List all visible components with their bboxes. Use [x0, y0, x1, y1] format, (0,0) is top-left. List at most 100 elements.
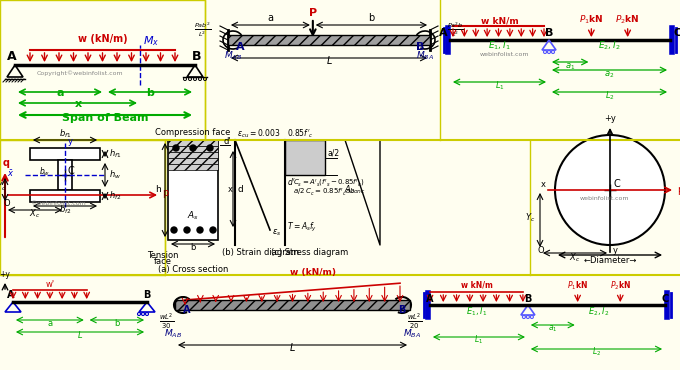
Bar: [285, 140, 325, 175]
Text: $\epsilon_{cu}=0.003$: $\epsilon_{cu}=0.003$: [237, 128, 280, 141]
Text: $\epsilon_s$: $\epsilon_s$: [272, 228, 282, 239]
Text: $\frac{wL^2}{30}$: $\frac{wL^2}{30}$: [159, 311, 175, 331]
Text: face: face: [154, 257, 172, 266]
Circle shape: [210, 227, 216, 233]
Bar: [58, 160, 72, 190]
Bar: [168, 140, 218, 240]
Text: $\frac{Pa^2b}{L^2}$: $\frac{Pa^2b}{L^2}$: [447, 20, 464, 39]
Bar: [175, 300, 410, 310]
Text: A: A: [7, 290, 15, 300]
Text: $P_1$kN: $P_1$kN: [567, 279, 588, 292]
Text: $h_w$: $h_w$: [109, 169, 121, 181]
Text: C: C: [674, 28, 680, 38]
Text: $P_2$kN: $P_2$kN: [615, 14, 640, 27]
Text: a: a: [267, 13, 273, 23]
Bar: [168, 140, 218, 146]
Circle shape: [190, 145, 196, 151]
Text: $a_1$: $a_1$: [565, 61, 575, 71]
Text: $b_w$: $b_w$: [39, 166, 50, 178]
Text: B: B: [545, 28, 554, 38]
Text: $P_2$kN: $P_2$kN: [610, 279, 631, 292]
Text: w kN/m: w kN/m: [481, 16, 518, 25]
Circle shape: [184, 227, 190, 233]
Circle shape: [207, 145, 213, 151]
Text: x: x: [541, 180, 545, 189]
Text: A: A: [7, 50, 17, 63]
Bar: [0, 140, 165, 275]
Text: b: b: [114, 319, 120, 328]
Text: $E_1, I_1$: $E_1, I_1$: [488, 39, 511, 51]
Text: $a_2$: $a_2$: [605, 69, 615, 80]
Text: +y: +y: [604, 114, 616, 123]
Text: $E_2, I_2$: $E_2, I_2$: [588, 305, 609, 317]
Text: $L_1$: $L_1$: [475, 334, 483, 346]
Text: P: P: [309, 8, 317, 18]
Bar: [228, 35, 430, 45]
Text: $E_2, I_2$: $E_2, I_2$: [598, 39, 621, 51]
Text: $L_2$: $L_2$: [605, 89, 615, 101]
Text: d: d: [238, 185, 243, 194]
Text: $Y_c$: $Y_c$: [0, 181, 6, 193]
Text: a/2: a/2: [327, 148, 339, 158]
Text: B: B: [192, 50, 202, 63]
Circle shape: [555, 135, 665, 245]
Text: A: A: [426, 294, 434, 304]
Text: C: C: [662, 294, 668, 304]
Text: A: A: [183, 305, 190, 315]
Text: $0.85f'_c$: $0.85f'_c$: [287, 128, 313, 141]
Text: w (kN/m): w (kN/m): [78, 34, 128, 44]
Text: C: C: [613, 179, 619, 189]
Text: L: L: [326, 56, 332, 66]
Circle shape: [173, 145, 179, 151]
Text: w': w': [46, 280, 54, 289]
Text: x: x: [228, 185, 233, 195]
Text: p: p: [162, 188, 168, 198]
Bar: [168, 146, 218, 152]
Text: ©webinfolist.com: ©webinfolist.com: [30, 201, 86, 206]
Text: $T = A_s f_y$: $T = A_s f_y$: [287, 221, 317, 235]
Text: $d'$: $d'$: [287, 176, 296, 187]
Text: $X_c$: $X_c$: [569, 251, 581, 263]
Text: webinfolist.com: webinfolist.com: [480, 52, 529, 57]
Text: Compression face: Compression face: [155, 128, 231, 137]
Text: $A_s$: $A_s$: [187, 209, 199, 222]
Text: q: q: [3, 158, 10, 168]
Text: b: b: [369, 13, 375, 23]
Text: $\frac{wL^2}{20}$: $\frac{wL^2}{20}$: [407, 311, 422, 331]
Text: $\bar{x}$: $\bar{x}$: [7, 168, 14, 179]
Text: $\frac{Pab^2}{L^2}$: $\frac{Pab^2}{L^2}$: [194, 20, 211, 39]
Text: $M_{BA}$: $M_{BA}$: [403, 328, 421, 340]
Bar: [168, 158, 218, 164]
Text: x: x: [74, 99, 82, 109]
Text: Tension: Tension: [148, 251, 179, 260]
Text: webinfolist.com: webinfolist.com: [580, 196, 630, 201]
Text: A: A: [236, 42, 245, 52]
Text: $X_c$: $X_c$: [29, 207, 41, 219]
Text: b: b: [190, 243, 196, 252]
Text: $C_s = A'_s(f'_s - 0.85f'_c)$: $C_s = A'_s(f'_s - 0.85f'_c)$: [293, 178, 364, 189]
Text: $A_{conc}$: $A_{conc}$: [344, 184, 366, 196]
Text: $P_1$kN: $P_1$kN: [579, 14, 604, 27]
Text: ←Diameter→: ←Diameter→: [583, 256, 636, 265]
Text: $a/2 \; C_c = 0.85f'_c ab$: $a/2 \; C_c = 0.85f'_c ab$: [293, 187, 356, 198]
Text: $b_{f1}$: $b_{f1}$: [58, 127, 71, 139]
Bar: [30, 148, 100, 160]
Text: $E_1, I_1$: $E_1, I_1$: [466, 305, 487, 317]
Text: (b) Strain diagram: (b) Strain diagram: [222, 248, 299, 257]
Bar: [30, 190, 100, 202]
Bar: [168, 164, 218, 170]
Text: $M_{AB}$: $M_{AB}$: [224, 49, 242, 61]
Text: (c) Stress diagram: (c) Stress diagram: [271, 248, 349, 257]
Text: b: b: [146, 88, 154, 98]
Text: p: p: [677, 185, 680, 195]
Text: $M_{BA}$: $M_{BA}$: [416, 49, 434, 61]
Circle shape: [197, 227, 203, 233]
Text: y: y: [613, 246, 618, 255]
Text: $b_{f2}$: $b_{f2}$: [58, 203, 71, 215]
Text: O: O: [537, 246, 543, 255]
Text: w (kN/m): w (kN/m): [290, 268, 335, 277]
Text: a: a: [56, 88, 64, 98]
Text: O: O: [3, 199, 10, 208]
Text: $a_1$: $a_1$: [548, 324, 558, 334]
Text: $M_{AB}$: $M_{AB}$: [164, 328, 182, 340]
